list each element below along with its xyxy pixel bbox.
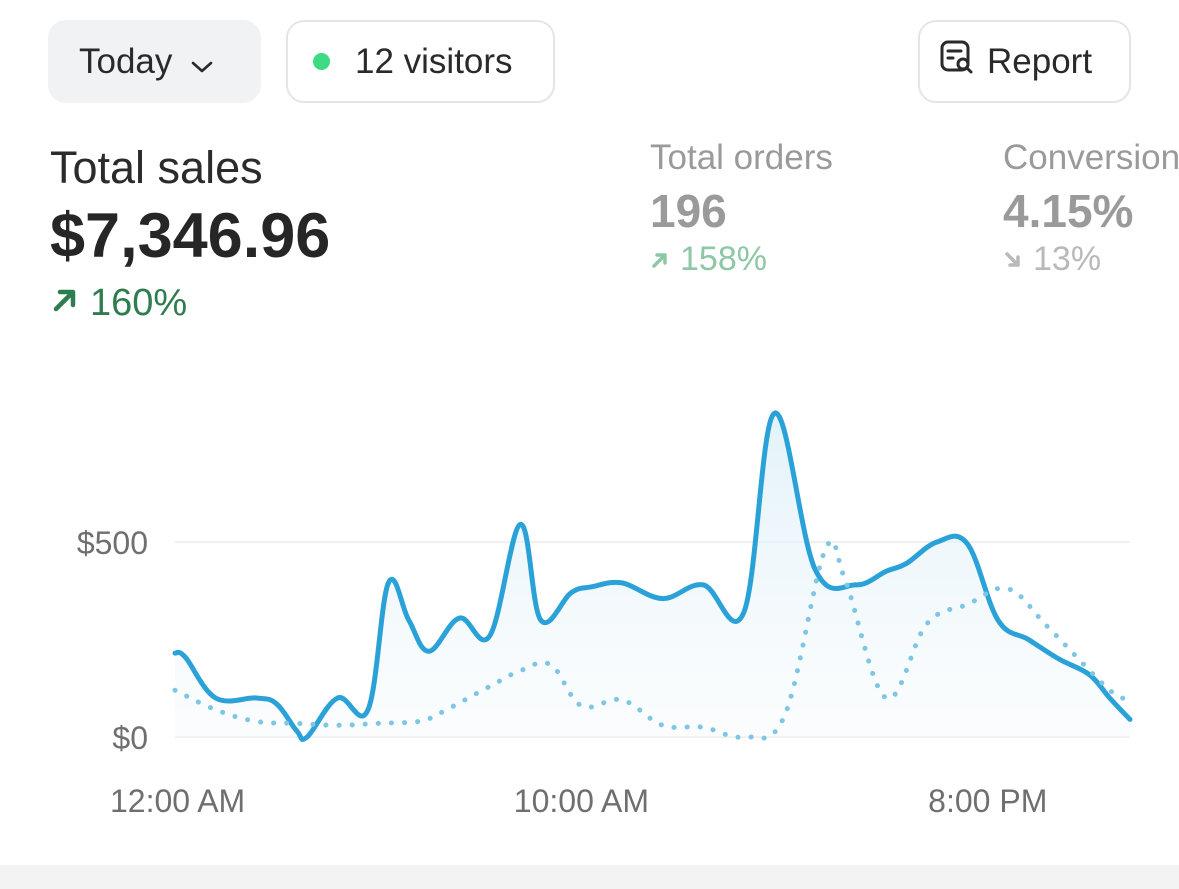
total-sales-value: $7,346.96: [50, 201, 331, 271]
arrow-up-right-icon: [50, 282, 80, 325]
live-indicator-dot: [313, 53, 330, 70]
x-tick-label: 8:00 PM: [928, 783, 1047, 819]
report-button[interactable]: Report: [918, 20, 1131, 103]
conversion-label: Conversion: [1003, 138, 1179, 177]
series-line-current: [172, 410, 1133, 742]
x-tick-label: 10:00 AM: [514, 783, 649, 819]
sales-area-fill: [175, 412, 1130, 740]
report-label: Report: [987, 41, 1093, 81]
visitors-label: 12 visitors: [355, 41, 513, 81]
arrow-up-right-icon: [650, 240, 670, 279]
period-label: Today: [79, 41, 173, 81]
total-sales-label: Total sales: [50, 142, 263, 193]
conversion-value: 4.15%: [1003, 185, 1134, 237]
period-dropdown[interactable]: Today: [48, 20, 261, 103]
live-visitors-chip[interactable]: 12 visitors: [286, 20, 555, 103]
y-tick-label: $500: [77, 525, 148, 561]
conversion-change: 13%: [1003, 240, 1179, 279]
conversion-metric[interactable]: Conversion 4.15% 13%: [1003, 138, 1179, 279]
total-sales-change: 160%: [50, 282, 187, 325]
total-sales-change-value: 160%: [90, 282, 188, 324]
total-orders-change-value: 158%: [680, 240, 767, 278]
chevron-down-icon: [190, 44, 214, 84]
total-orders-label: Total orders: [650, 138, 833, 177]
y-tick-label: $0: [112, 720, 148, 756]
x-tick-label: 12:00 AM: [110, 783, 245, 819]
bottom-divider-bar: [0, 865, 1179, 889]
total-orders-metric[interactable]: Total orders 196 158%: [650, 138, 833, 279]
total-orders-change: 158%: [650, 240, 833, 279]
report-search-icon: [939, 39, 975, 84]
conversion-change-value: 13%: [1033, 240, 1102, 278]
arrow-down-right-icon: [1003, 240, 1023, 279]
sales-chart: $0 $500 12:00 AM 10:00 AM 8:00 PM: [77, 410, 1133, 819]
total-orders-value: 196: [650, 185, 727, 237]
